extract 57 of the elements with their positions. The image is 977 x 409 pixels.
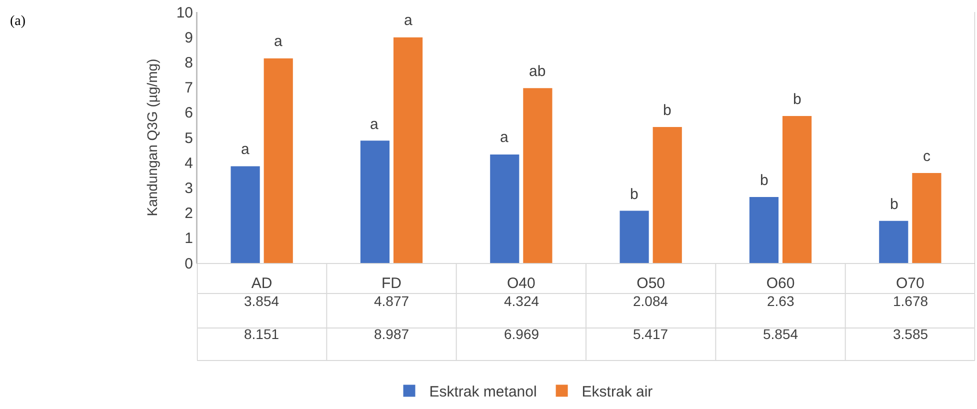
annotation: ab (529, 63, 546, 80)
annotation: a (370, 116, 379, 133)
data-label: 6.969 (504, 326, 540, 342)
x-tick-label: FD (382, 275, 402, 292)
x-tick-label: O40 (506, 275, 536, 292)
data-label: 2.63 (767, 293, 794, 309)
data-label: 3.854 (244, 293, 280, 309)
x-tick-label: O50 (636, 275, 666, 292)
bar (360, 140, 390, 263)
y-tick-label: 7 (184, 80, 193, 97)
bar (490, 154, 520, 263)
y-tick-label: 10 (176, 4, 193, 22)
text: (a) (10, 14, 26, 29)
y-tick-label: 6 (184, 104, 193, 122)
bar (264, 58, 293, 263)
annotation: c (923, 148, 931, 165)
annotation: a (241, 141, 250, 158)
bar (912, 173, 942, 263)
bar (749, 196, 779, 263)
data-label: 2.084 (633, 293, 668, 309)
bar (652, 127, 682, 263)
legend-label: Ekstrak air (582, 384, 653, 401)
annotation: a (404, 12, 413, 29)
data-label: 5.854 (763, 326, 798, 342)
y-axis-title: Kandungan Q3G (µg/mg) (144, 58, 160, 216)
y-tick-label: 8 (184, 54, 193, 72)
y-tick-label: 4 (184, 154, 193, 172)
annotation: b (630, 186, 638, 203)
data-label: 8.987 (374, 326, 410, 342)
y-tick-label: 5 (184, 130, 193, 147)
legend-label: Esktrak metanol (429, 384, 537, 401)
x-tick-label: O70 (896, 275, 924, 292)
bar (782, 116, 812, 263)
data-label: 4.324 (504, 293, 540, 309)
y-tick-label: 9 (184, 29, 193, 46)
data-label: 8.151 (244, 326, 280, 342)
y-tick-label: 3 (184, 180, 193, 197)
annotation: a (274, 33, 283, 50)
y-tick-label: 1 (184, 230, 193, 248)
annotation: b (890, 196, 898, 213)
annotation: b (663, 102, 672, 119)
annotation: b (793, 91, 802, 108)
data-label: 1.678 (893, 293, 928, 309)
bar (523, 88, 552, 263)
data-label: 4.877 (374, 293, 410, 309)
y-tick-label: 2 (184, 205, 193, 222)
x-tick-label: O60 (766, 275, 795, 292)
x-tick-label: AD (251, 275, 272, 292)
bar (230, 166, 260, 263)
annotation: a (500, 129, 509, 146)
y-tick-label: 0 (184, 255, 193, 272)
bar (620, 210, 649, 263)
bar (393, 37, 423, 263)
bar (879, 220, 908, 263)
data-label: 5.417 (633, 326, 668, 342)
data-label: 3.585 (893, 326, 928, 342)
annotation: b (760, 172, 768, 189)
